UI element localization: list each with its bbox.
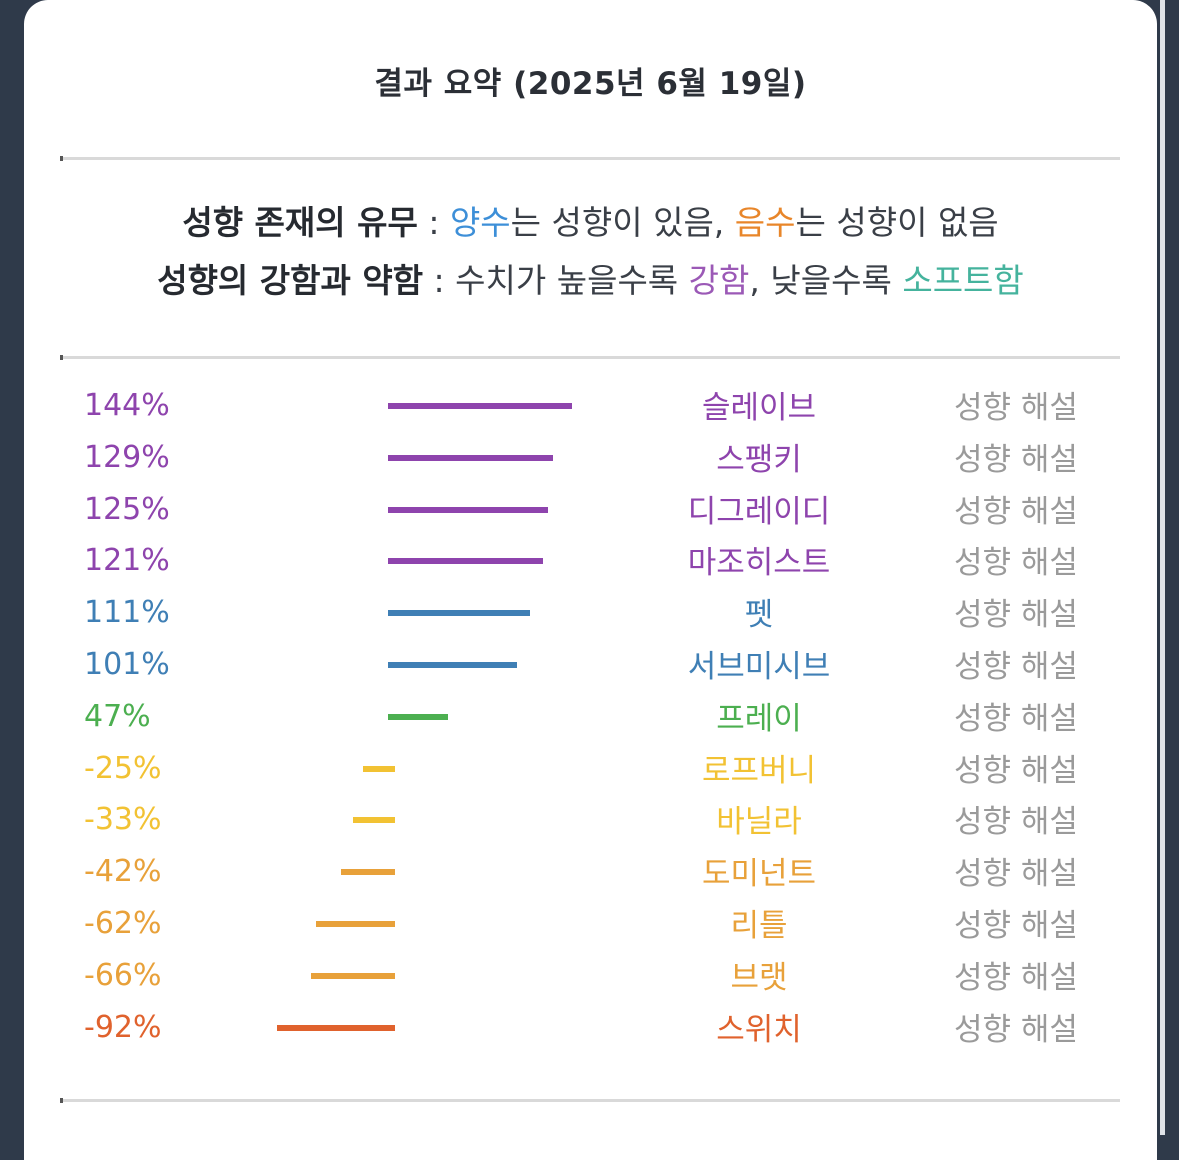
result-row: -92% 스위치 성향 해설 [24,1006,1157,1058]
type-description-link[interactable]: 성향 해설 [954,856,1078,893]
result-row: -42% 도미넌트 성향 해설 [24,850,1157,902]
divider [60,156,1120,161]
legend-sep: : [417,203,450,242]
result-bar [388,610,531,617]
result-type-name: 마조히스트 [687,545,831,582]
result-type-name: 로프버니 [701,752,817,789]
result-percent: -66% [84,957,162,993]
legend-positive-word: 양수 [449,203,511,242]
result-row: 101% 서브미시브 성향 해설 [24,643,1157,695]
legend-soft-word: 소프트함 [902,261,1024,300]
result-percent: -33% [84,802,162,838]
result-type-name: 브랫 [730,959,788,996]
result-bar [388,662,518,668]
type-description-link[interactable]: 성향 해설 [954,700,1078,737]
legend-negative-desc: 는 성향이 없음 [795,203,999,242]
result-row: -62% 리틀 성향 해설 [24,902,1157,954]
type-description-link[interactable]: 성향 해설 [954,441,1078,478]
result-bar [363,765,395,772]
type-description-link[interactable]: 성향 해설 [954,1011,1078,1048]
type-description-link[interactable]: 성향 해설 [954,390,1078,426]
result-percent: -92% [84,1009,162,1045]
legend-negative-word: 음수 [734,203,796,242]
legend-positive-desc: 는 성향이 있음, [510,203,735,242]
result-type-name: 프레이 [716,700,802,737]
result-bar [388,506,548,513]
scrollbar-track[interactable] [1160,0,1165,1135]
result-bar [388,558,543,565]
result-type-name: 도미넌트 [701,856,817,893]
legend-strong-word: 강함 [688,261,750,300]
result-bar [388,713,449,720]
result-type-name: 디그레이디 [687,493,831,530]
result-type-name: 리틀 [730,908,788,944]
result-percent: 111% [84,595,170,631]
type-description-link[interactable]: 성향 해설 [954,908,1078,944]
page-title: 결과 요약 (2025년 6월 19일) [374,66,807,102]
legend-existence-label: 성향 존재의 유무 [182,203,418,242]
legend-existence: 성향 존재의 유무 : 양수는 성향이 있음, 음수는 성향이 없음 [24,196,1157,244]
divider [60,1098,1120,1103]
result-percent: -62% [84,906,162,941]
result-percent: 129% [84,439,170,475]
type-description-link[interactable]: 성향 해설 [954,649,1078,685]
type-description-link[interactable]: 성향 해설 [954,597,1078,634]
result-row: 125% 디그레이디 성향 해설 [24,488,1157,540]
result-card: 결과 요약 (2025년 6월 19일) 성향 존재의 유무 : 양수는 성향이… [24,0,1157,1160]
result-type-name: 서브미시브 [687,649,831,685]
result-percent: 144% [84,388,170,423]
result-type-name: 스위치 [716,1011,802,1048]
result-bar [310,972,395,979]
result-bar [388,403,573,409]
legend-strength-sep: : 수치가 높을수록 [423,261,689,300]
result-percent: 121% [84,543,170,579]
result-percent: 47% [84,698,151,734]
type-description-link[interactable]: 성향 해설 [954,959,1078,996]
legend-strength-mid: , 낮을수록 [749,261,903,300]
legend-strength: 성향의 강함과 약함 : 수치가 높을수록 강함, 낮을수록 소프트함 [24,254,1157,302]
result-bar [388,454,554,461]
result-row: -25% 로프버니 성향 해설 [24,747,1157,799]
result-row: 129% 스팽키 성향 해설 [24,436,1157,488]
result-percent: 101% [84,647,170,682]
result-row: -66% 브랫 성향 해설 [24,954,1157,1006]
type-description-link[interactable]: 성향 해설 [954,752,1078,789]
result-percent: -25% [84,750,162,786]
type-description-link[interactable]: 성향 해설 [954,493,1078,530]
result-row: 47% 프레이 성향 해설 [24,695,1157,747]
result-type-name: 바닐라 [716,804,802,841]
result-bar [352,817,395,824]
result-type-name: 펫 [744,597,774,634]
result-bar [341,869,395,876]
result-bar [277,1024,395,1031]
result-row: 144% 슬레이브 성향 해설 [24,384,1157,436]
result-row: -33% 바닐라 성향 해설 [24,798,1157,850]
result-percent: -42% [84,854,162,890]
type-description-link[interactable]: 성향 해설 [954,545,1078,582]
result-bar [315,921,395,927]
result-row: 121% 마조히스트 성향 해설 [24,539,1157,591]
result-percent: 125% [84,491,170,527]
result-type-name: 슬레이브 [701,390,817,426]
result-row: 111% 펫 성향 해설 [24,591,1157,643]
divider [60,355,1120,360]
legend-strength-label: 성향의 강함과 약함 [157,261,424,300]
type-description-link[interactable]: 성향 해설 [954,804,1078,841]
result-type-name: 스팽키 [716,441,802,478]
